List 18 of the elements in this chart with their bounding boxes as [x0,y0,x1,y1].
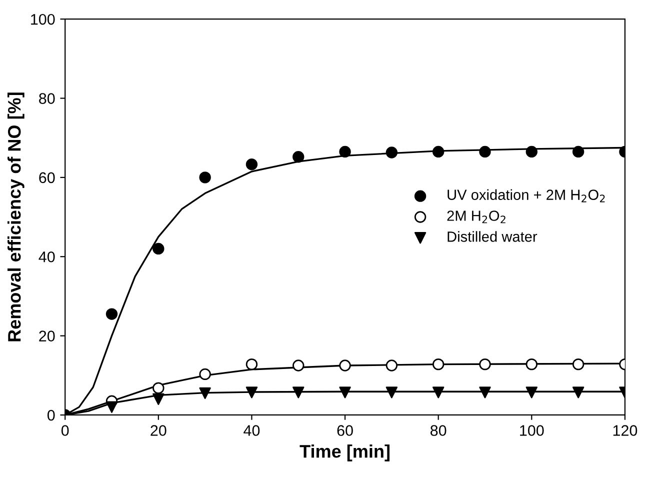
y-tick-label: 0 [47,410,55,421]
legend-label: UV oxidation + 2M H$_{2}$O$_{2}$ [448,189,605,202]
y-tick-label: 60 [39,172,55,184]
x-tick-label: 120 [613,425,638,436]
y-tick-label: 20 [39,330,55,342]
x-tick-label: 40 [244,425,260,436]
x-tick-label: 60 [337,425,353,436]
legend-label: 2M H$_{2}$O$_{2}$ [447,210,506,224]
x-tick-label: 0 [61,425,69,436]
legend-label: Distilled water [448,231,538,242]
x-tick-label: 100 [520,425,544,436]
x-tick-label: 80 [430,425,446,436]
x-axis-title: Time [min] [300,444,390,462]
y-tick-label: 80 [39,93,55,104]
x-tick-label: 20 [150,425,166,436]
y-tick-label: 100 [31,14,55,25]
y-tick-label: 40 [38,251,55,262]
y-axis-title: Removal efficiency of NO [%] [8,92,24,342]
